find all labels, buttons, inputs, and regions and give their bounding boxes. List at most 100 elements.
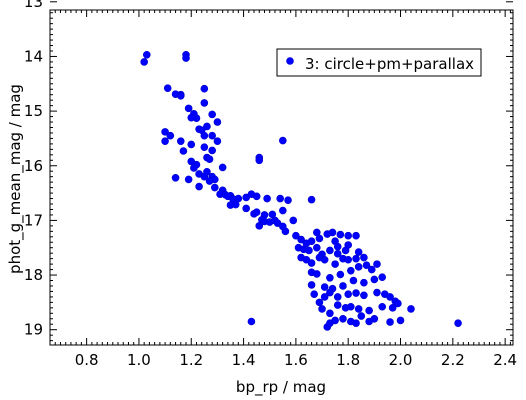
- data-point: [339, 314, 347, 323]
- data-point: [320, 255, 329, 264]
- data-point: [307, 281, 316, 289]
- data-point: [396, 316, 405, 325]
- data-point: [388, 304, 397, 312]
- data-point: [320, 283, 329, 291]
- data-point: [252, 192, 261, 201]
- data-point: [347, 302, 355, 311]
- data-point: [161, 137, 169, 145]
- data-point: [347, 266, 355, 275]
- data-point: [331, 260, 339, 268]
- data-point: [352, 254, 360, 263]
- data-point: [344, 255, 353, 264]
- data-point: [352, 319, 360, 327]
- data-point: [163, 84, 172, 92]
- data-point: [326, 288, 334, 297]
- data-point: [184, 175, 193, 184]
- data-point: [360, 291, 368, 300]
- data-point: [200, 172, 209, 181]
- y-tick-label: 17: [24, 211, 43, 229]
- data-point: [263, 194, 271, 203]
- x-tick-label: 2.2: [441, 351, 465, 369]
- x-tick-label: 2.4: [493, 351, 517, 369]
- data-point: [333, 242, 342, 251]
- data-point: [284, 196, 292, 204]
- data-point: [313, 243, 321, 252]
- data-point: [213, 118, 222, 126]
- data-point: [349, 276, 358, 285]
- data-point: [292, 231, 300, 240]
- data-point: [344, 290, 353, 298]
- data-point: [200, 99, 209, 107]
- data-point: [370, 314, 379, 323]
- legend-label: 3: circle+pm+parallax: [305, 55, 474, 73]
- data-point: [218, 163, 227, 172]
- data-point: [211, 183, 219, 192]
- y-tick-label: 18: [24, 266, 43, 284]
- data-point: [357, 312, 366, 320]
- data-point: [171, 173, 180, 182]
- data-point: [331, 316, 339, 325]
- data-point: [315, 298, 324, 307]
- data-point: [247, 317, 256, 326]
- data-point: [339, 282, 347, 290]
- y-tick-label: 13: [24, 0, 43, 11]
- data-point: [373, 288, 381, 297]
- data-point: [386, 293, 394, 301]
- data-point: [352, 289, 360, 297]
- data-point: [360, 278, 368, 287]
- data-point: [289, 216, 298, 225]
- data-point: [367, 265, 376, 274]
- data-point: [326, 246, 334, 255]
- x-tick-label: 1.2: [179, 351, 203, 369]
- data-point: [313, 270, 321, 278]
- data-point: [213, 137, 222, 145]
- data-point: [182, 54, 190, 62]
- data-point: [252, 208, 261, 216]
- data-point: [354, 263, 363, 271]
- data-point: [333, 293, 342, 301]
- data-point: [176, 92, 185, 100]
- data-point: [307, 195, 316, 204]
- data-point: [315, 234, 324, 243]
- data-point: [203, 122, 211, 131]
- data-point: [226, 201, 235, 209]
- data-point: [224, 192, 232, 201]
- legend-box: [276, 48, 482, 77]
- data-point: [341, 246, 350, 255]
- data-point: [336, 270, 345, 279]
- data-point: [276, 194, 284, 203]
- x-tick-label: 1.4: [232, 351, 256, 369]
- x-tick-label: 1.6: [284, 351, 308, 369]
- data-point: [190, 164, 198, 172]
- data-point: [310, 290, 319, 298]
- data-point: [365, 306, 373, 315]
- y-tick-label: 19: [24, 321, 43, 339]
- data-point: [407, 305, 415, 313]
- data-point: [140, 58, 148, 66]
- data-point: [326, 309, 334, 318]
- data-point: [378, 273, 387, 282]
- data-point: [333, 301, 342, 309]
- data-point: [255, 222, 264, 230]
- legend: 3: circle+pm+parallax: [276, 48, 482, 77]
- data-point: [176, 137, 185, 145]
- data-point: [320, 293, 329, 301]
- data-point: [318, 305, 326, 313]
- data-point: [373, 260, 381, 268]
- data-point: [187, 140, 196, 149]
- y-axis-label: phot_g_mean_mag / mag: [6, 84, 25, 274]
- data-point: [386, 318, 394, 326]
- data-point: [352, 231, 360, 240]
- data-point: [142, 51, 151, 59]
- y-tick-label: 15: [24, 102, 43, 120]
- data-point: [307, 237, 316, 245]
- data-point: [344, 231, 353, 240]
- data-point: [307, 259, 316, 267]
- y-tick-label: 14: [24, 47, 43, 65]
- x-tick-label: 2.0: [389, 351, 413, 369]
- x-tick-label: 1.0: [127, 351, 151, 369]
- data-point: [378, 302, 387, 311]
- data-point: [184, 104, 193, 113]
- data-point: [370, 275, 379, 284]
- data-point: [281, 227, 290, 236]
